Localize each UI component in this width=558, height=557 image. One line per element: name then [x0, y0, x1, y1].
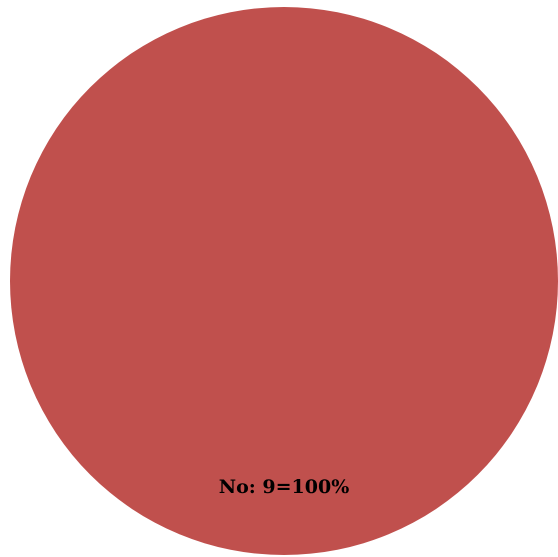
pie-slice-label-no: No: 9=100% [219, 476, 350, 498]
pie-slices [10, 7, 558, 555]
pie-slice-no [10, 7, 558, 555]
